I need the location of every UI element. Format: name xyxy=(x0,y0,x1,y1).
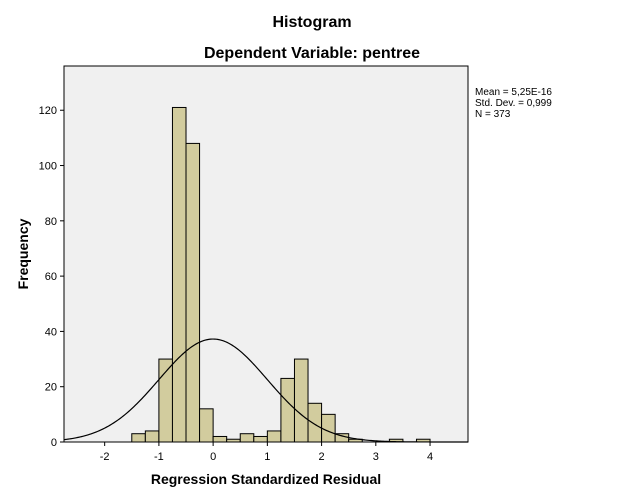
histogram-bar xyxy=(253,435,268,443)
histogram-bars xyxy=(131,106,431,443)
plot-frame xyxy=(63,65,469,443)
histogram-bar xyxy=(321,413,336,443)
y-tick-label: 100 xyxy=(39,161,57,173)
y-tick-label: 20 xyxy=(45,382,57,394)
y-tick-label: 120 xyxy=(39,105,57,117)
x-tick-label: -2 xyxy=(100,451,110,463)
histogram-bar xyxy=(280,377,295,443)
x-tick-label: 0 xyxy=(210,451,216,463)
x-tick-label: -1 xyxy=(154,451,164,463)
x-tick-label: 3 xyxy=(373,451,379,463)
histogram-bar xyxy=(266,430,282,443)
axes: 0 20 40 60 80 100 120 -2 -1 0 1 2 3 4 xyxy=(39,65,469,463)
x-tick-label: 4 xyxy=(427,451,433,463)
stat-std-dev: Std. Dev. = 0,999 xyxy=(475,98,552,109)
y-tick-label: 80 xyxy=(45,216,57,228)
x-tick-label: 1 xyxy=(264,451,270,463)
histogram-bar xyxy=(185,142,201,443)
plot-area xyxy=(64,66,468,442)
histogram-bar xyxy=(293,358,309,443)
histogram-bar xyxy=(199,408,214,443)
histogram-bar xyxy=(144,430,160,443)
x-tick-label: 2 xyxy=(319,451,325,463)
histogram-bar xyxy=(239,433,255,443)
stat-mean: Mean = 5,25E-16 xyxy=(475,87,552,98)
chart-subtitle: Dependent Variable: pentree xyxy=(204,45,420,62)
x-axis-title: Regression Standardized Residual xyxy=(151,471,381,487)
chart-title: Histogram xyxy=(272,14,351,31)
histogram-bar xyxy=(171,106,187,443)
histogram-bar xyxy=(131,433,146,443)
y-tick-label: 0 xyxy=(51,437,57,449)
histogram-bar xyxy=(212,435,228,443)
histogram-bar xyxy=(307,402,323,443)
y-axis-title: Frequency xyxy=(15,218,31,289)
y-tick-label: 40 xyxy=(45,326,57,338)
stat-n: N = 373 xyxy=(475,109,511,120)
y-tick-label: 60 xyxy=(45,271,57,283)
